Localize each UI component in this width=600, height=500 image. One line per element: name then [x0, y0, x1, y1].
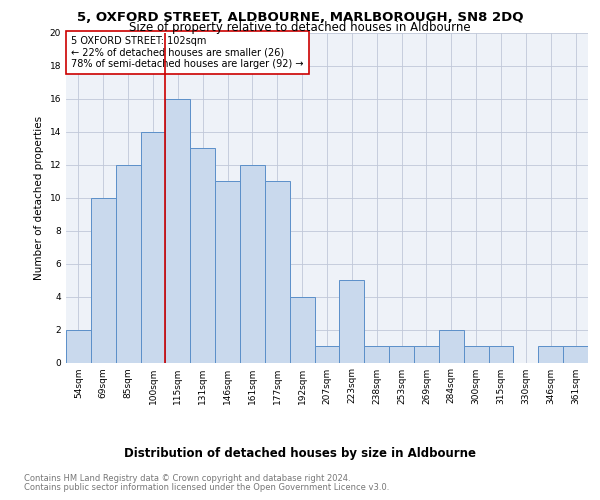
Text: Contains HM Land Registry data © Crown copyright and database right 2024.: Contains HM Land Registry data © Crown c…: [24, 474, 350, 483]
Bar: [91, 198, 116, 362]
Bar: [464, 346, 488, 362]
Bar: [66, 330, 91, 362]
Bar: [290, 296, 314, 362]
Text: Size of property relative to detached houses in Aldbourne: Size of property relative to detached ho…: [129, 21, 471, 34]
Bar: [340, 280, 364, 362]
Bar: [265, 181, 290, 362]
Bar: [166, 98, 190, 362]
Bar: [314, 346, 340, 362]
Bar: [538, 346, 563, 362]
Text: 5 OXFORD STREET: 102sqm
← 22% of detached houses are smaller (26)
78% of semi-de: 5 OXFORD STREET: 102sqm ← 22% of detache…: [71, 36, 304, 69]
Bar: [563, 346, 588, 362]
Bar: [215, 181, 240, 362]
Text: Contains public sector information licensed under the Open Government Licence v3: Contains public sector information licen…: [24, 484, 389, 492]
Bar: [116, 164, 140, 362]
Bar: [488, 346, 514, 362]
Bar: [414, 346, 439, 362]
Text: 5, OXFORD STREET, ALDBOURNE, MARLBOROUGH, SN8 2DQ: 5, OXFORD STREET, ALDBOURNE, MARLBOROUGH…: [77, 11, 523, 24]
Bar: [364, 346, 389, 362]
Bar: [439, 330, 464, 362]
Y-axis label: Number of detached properties: Number of detached properties: [34, 116, 44, 280]
Bar: [190, 148, 215, 362]
Text: Distribution of detached houses by size in Aldbourne: Distribution of detached houses by size …: [124, 446, 476, 460]
Bar: [240, 164, 265, 362]
Bar: [140, 132, 166, 362]
Bar: [389, 346, 414, 362]
